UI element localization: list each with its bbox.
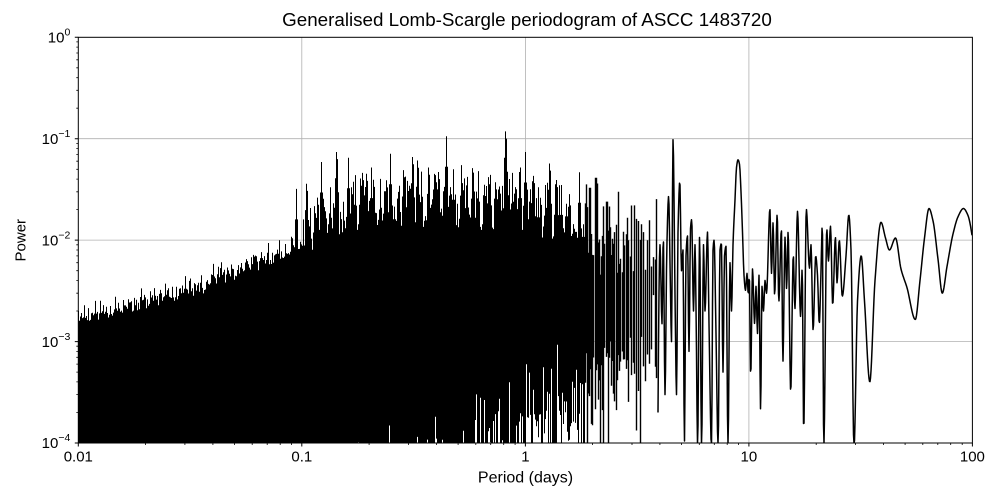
svg-text:0.1: 0.1 <box>291 449 312 466</box>
svg-text:Power: Power <box>13 219 30 262</box>
svg-text:0.01: 0.01 <box>64 449 93 466</box>
svg-text:100: 100 <box>960 449 985 466</box>
svg-text:Period (days): Period (days) <box>478 470 573 487</box>
svg-text:10: 10 <box>741 449 758 466</box>
svg-text:Generalised Lomb-Scargle perio: Generalised Lomb-Scargle periodogram of … <box>282 9 772 30</box>
svg-text:1: 1 <box>521 449 529 466</box>
